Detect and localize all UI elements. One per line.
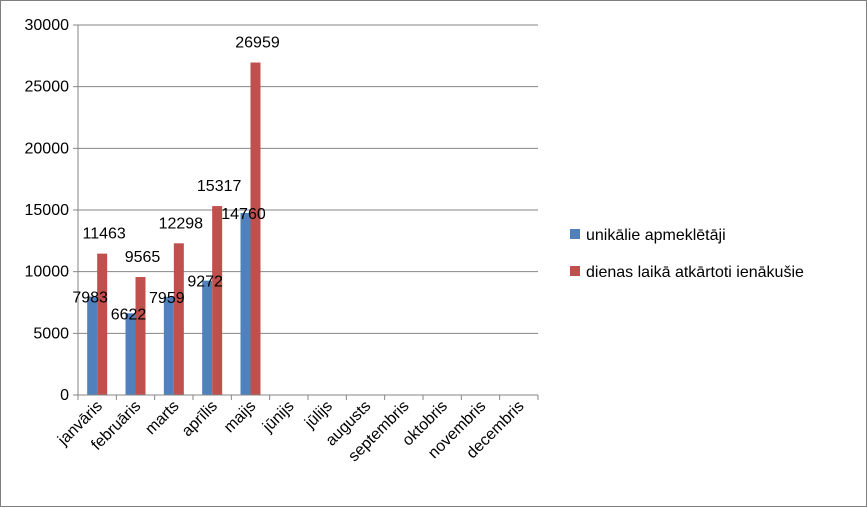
bar bbox=[125, 313, 136, 395]
data-label: 6622 bbox=[111, 306, 147, 323]
bars bbox=[87, 62, 261, 395]
y-tick-label: 30000 bbox=[25, 17, 70, 34]
legend-label: unikālie apmeklētāji bbox=[586, 227, 726, 244]
y-tick-label: 5000 bbox=[33, 325, 69, 342]
y-tick-label: 25000 bbox=[25, 79, 70, 96]
data-label: 26959 bbox=[235, 35, 280, 52]
bar bbox=[240, 212, 251, 395]
legend-swatch bbox=[570, 266, 580, 276]
data-label: 11463 bbox=[83, 226, 126, 243]
y-tick-label: 0 bbox=[60, 387, 69, 404]
bar bbox=[135, 277, 146, 395]
data-label: 9565 bbox=[125, 249, 161, 266]
legend-swatch bbox=[570, 229, 580, 239]
legend-label: dienas laikā atkārtoti ienākušie bbox=[586, 264, 804, 281]
bar bbox=[87, 296, 98, 395]
data-label: 9272 bbox=[187, 274, 223, 291]
data-label: 14760 bbox=[221, 206, 266, 223]
data-label: 15317 bbox=[197, 178, 242, 195]
y-tick-label: 20000 bbox=[25, 140, 70, 157]
bar bbox=[173, 243, 184, 395]
data-label: 12298 bbox=[159, 215, 204, 232]
x-tick-label: maijs bbox=[221, 398, 259, 436]
data-label: 7959 bbox=[149, 290, 185, 307]
y-axis: 0 5000 10000 15000 20000 25000 30000 bbox=[25, 17, 79, 404]
y-tick-label: 10000 bbox=[25, 264, 70, 281]
x-tick-label: jūnijs bbox=[259, 398, 298, 437]
y-tick-label: 15000 bbox=[25, 202, 70, 219]
x-tick-label: jūlijs bbox=[301, 398, 336, 433]
bar bbox=[97, 253, 108, 395]
bar bbox=[212, 206, 223, 395]
bar bbox=[163, 296, 174, 395]
data-label: 7983 bbox=[72, 290, 108, 307]
x-tick-label: marts bbox=[142, 398, 182, 438]
legend: unikālie apmeklētāji dienas laikā atkārto… bbox=[570, 227, 804, 281]
gridlines bbox=[78, 24, 538, 334]
x-tick-label: aprīlis bbox=[179, 398, 221, 440]
bar bbox=[202, 280, 213, 395]
bar bbox=[250, 62, 261, 395]
